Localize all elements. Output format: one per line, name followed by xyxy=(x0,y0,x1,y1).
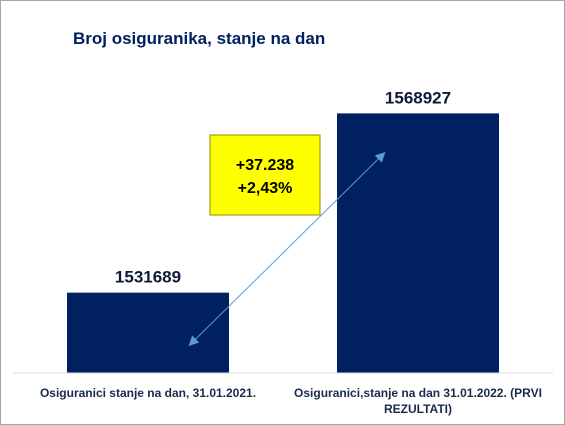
change-annotation-box xyxy=(209,134,321,216)
change-annotation: +37.238 +2,43% xyxy=(209,134,321,216)
category-label-2-line-1: Osiguranici,stanje na dan 31.01.2022. (P… xyxy=(294,386,542,400)
data-label-1: 1531689 xyxy=(115,268,181,287)
category-label-2-line-2: REZULTATI) xyxy=(384,402,452,416)
bar-2 xyxy=(337,113,499,373)
data-label-2: 1568927 xyxy=(385,88,451,107)
bar-1 xyxy=(67,292,229,373)
change-absolute-text: +37.238 xyxy=(236,157,294,174)
chart-title: Broj osiguranika, stanje na dan xyxy=(73,29,325,48)
change-percent-text: +2,43% xyxy=(238,180,293,197)
labels-layer: 1531689 Osiguranici stanje na dan, 31.01.… xyxy=(40,88,542,416)
change-arrow xyxy=(188,151,386,347)
category-label-1-line-1: Osiguranici stanje na dan, 31.01.2021. xyxy=(40,386,256,400)
